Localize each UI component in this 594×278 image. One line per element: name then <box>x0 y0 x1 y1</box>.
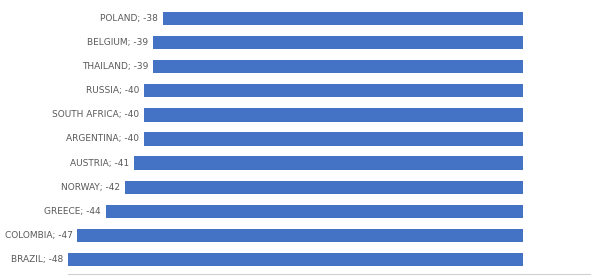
Bar <box>125 180 523 194</box>
Bar <box>163 12 523 25</box>
Text: BRAZIL; -48: BRAZIL; -48 <box>11 255 63 264</box>
Bar <box>144 132 523 146</box>
Bar <box>144 108 523 121</box>
Text: GREECE; -44: GREECE; -44 <box>45 207 101 216</box>
Text: RUSSIA; -40: RUSSIA; -40 <box>86 86 139 95</box>
Bar <box>134 157 523 170</box>
Bar <box>106 205 523 218</box>
Bar <box>153 60 523 73</box>
Bar <box>68 253 523 266</box>
Text: THAILAND; -39: THAILAND; -39 <box>82 62 148 71</box>
Text: COLOMBIA; -47: COLOMBIA; -47 <box>5 231 72 240</box>
Text: BELGIUM; -39: BELGIUM; -39 <box>87 38 148 47</box>
Text: NORWAY; -42: NORWAY; -42 <box>61 183 120 192</box>
Text: POLAND; -38: POLAND; -38 <box>100 14 158 23</box>
Bar <box>77 229 523 242</box>
Bar <box>144 84 523 98</box>
Text: SOUTH AFRICA; -40: SOUTH AFRICA; -40 <box>52 110 139 120</box>
Bar <box>153 36 523 49</box>
Text: ARGENTINA; -40: ARGENTINA; -40 <box>66 135 139 143</box>
Text: AUSTRIA; -41: AUSTRIA; -41 <box>71 158 129 168</box>
